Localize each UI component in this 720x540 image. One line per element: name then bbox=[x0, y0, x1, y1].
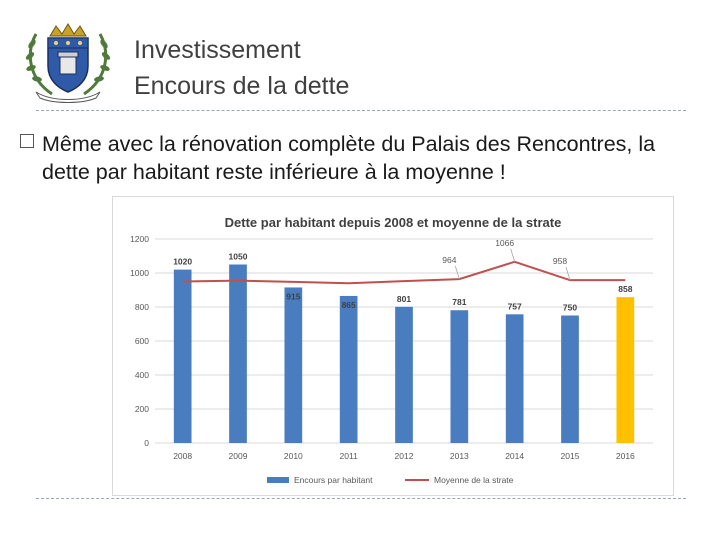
line-value-label: 964 bbox=[442, 255, 456, 265]
bar bbox=[229, 264, 247, 443]
average-line bbox=[182, 260, 626, 285]
bar-value-label: 865 bbox=[342, 300, 356, 310]
x-tick-label: 2012 bbox=[395, 451, 414, 461]
x-tick-label: 2011 bbox=[340, 451, 359, 461]
line-label-leader bbox=[510, 248, 516, 262]
bar bbox=[450, 310, 469, 443]
y-tick-label: 600 bbox=[135, 336, 149, 346]
chart-image: Dette par habitant depuis 2008 et moyenn… bbox=[112, 196, 674, 496]
bar-value-label: 801 bbox=[397, 294, 411, 304]
coat-of-arms-icon bbox=[22, 22, 114, 104]
y-tick-label: 0 bbox=[144, 438, 149, 448]
divider-bottom bbox=[36, 498, 686, 499]
bar bbox=[284, 287, 303, 443]
bar bbox=[173, 269, 192, 443]
chart-title: Dette par habitant depuis 2008 et moyenn… bbox=[225, 215, 562, 230]
bar-value-label: 1020 bbox=[173, 257, 192, 267]
line-label-leader bbox=[565, 267, 571, 281]
line-value-label: 958 bbox=[553, 256, 567, 266]
bar-value-label: 757 bbox=[508, 301, 522, 311]
x-tick-label: 2009 bbox=[229, 451, 248, 461]
checkbox-bullet-icon bbox=[20, 134, 34, 148]
x-tick-label: 2015 bbox=[561, 451, 580, 461]
y-tick-label: 1200 bbox=[130, 234, 149, 244]
line-value-label: 1066 bbox=[495, 238, 514, 248]
x-tick-label: 2013 bbox=[450, 451, 469, 461]
y-tick-label: 400 bbox=[135, 370, 149, 380]
bar-value-label: 858 bbox=[618, 284, 632, 294]
x-tick-label: 2014 bbox=[505, 451, 524, 461]
slide-title: Investissement bbox=[134, 36, 301, 64]
bar-value-label: 915 bbox=[286, 291, 300, 301]
bar-value-label: 1050 bbox=[229, 252, 248, 262]
x-tick-label: 2010 bbox=[284, 451, 303, 461]
bullet-text: Même avec la rénovation complète du Pala… bbox=[42, 132, 656, 184]
x-tick-label: 2008 bbox=[173, 451, 192, 461]
y-tick-label: 800 bbox=[135, 302, 149, 312]
bar bbox=[505, 314, 524, 443]
bar-value-label: 781 bbox=[452, 297, 466, 307]
x-tick-label: 2016 bbox=[616, 451, 635, 461]
chart: Dette par habitant depuis 2008 et moyenn… bbox=[130, 215, 653, 485]
bar bbox=[395, 306, 413, 443]
bullet-point: Même avec la rénovation complète du Pala… bbox=[20, 130, 664, 186]
divider-top bbox=[36, 110, 686, 111]
bar bbox=[616, 297, 635, 443]
slide-subtitle: Encours de la dette bbox=[134, 72, 350, 100]
bar-value-label: 750 bbox=[563, 303, 577, 313]
y-tick-label: 1000 bbox=[130, 268, 149, 278]
line-label-leader bbox=[454, 266, 460, 280]
legend-label: Encours par habitant bbox=[294, 475, 373, 485]
bar bbox=[339, 295, 358, 443]
legend-swatch-bar bbox=[267, 477, 289, 483]
legend-label: Moyenne de la strate bbox=[434, 475, 514, 485]
y-tick-label: 200 bbox=[135, 404, 149, 414]
bar bbox=[561, 315, 579, 443]
